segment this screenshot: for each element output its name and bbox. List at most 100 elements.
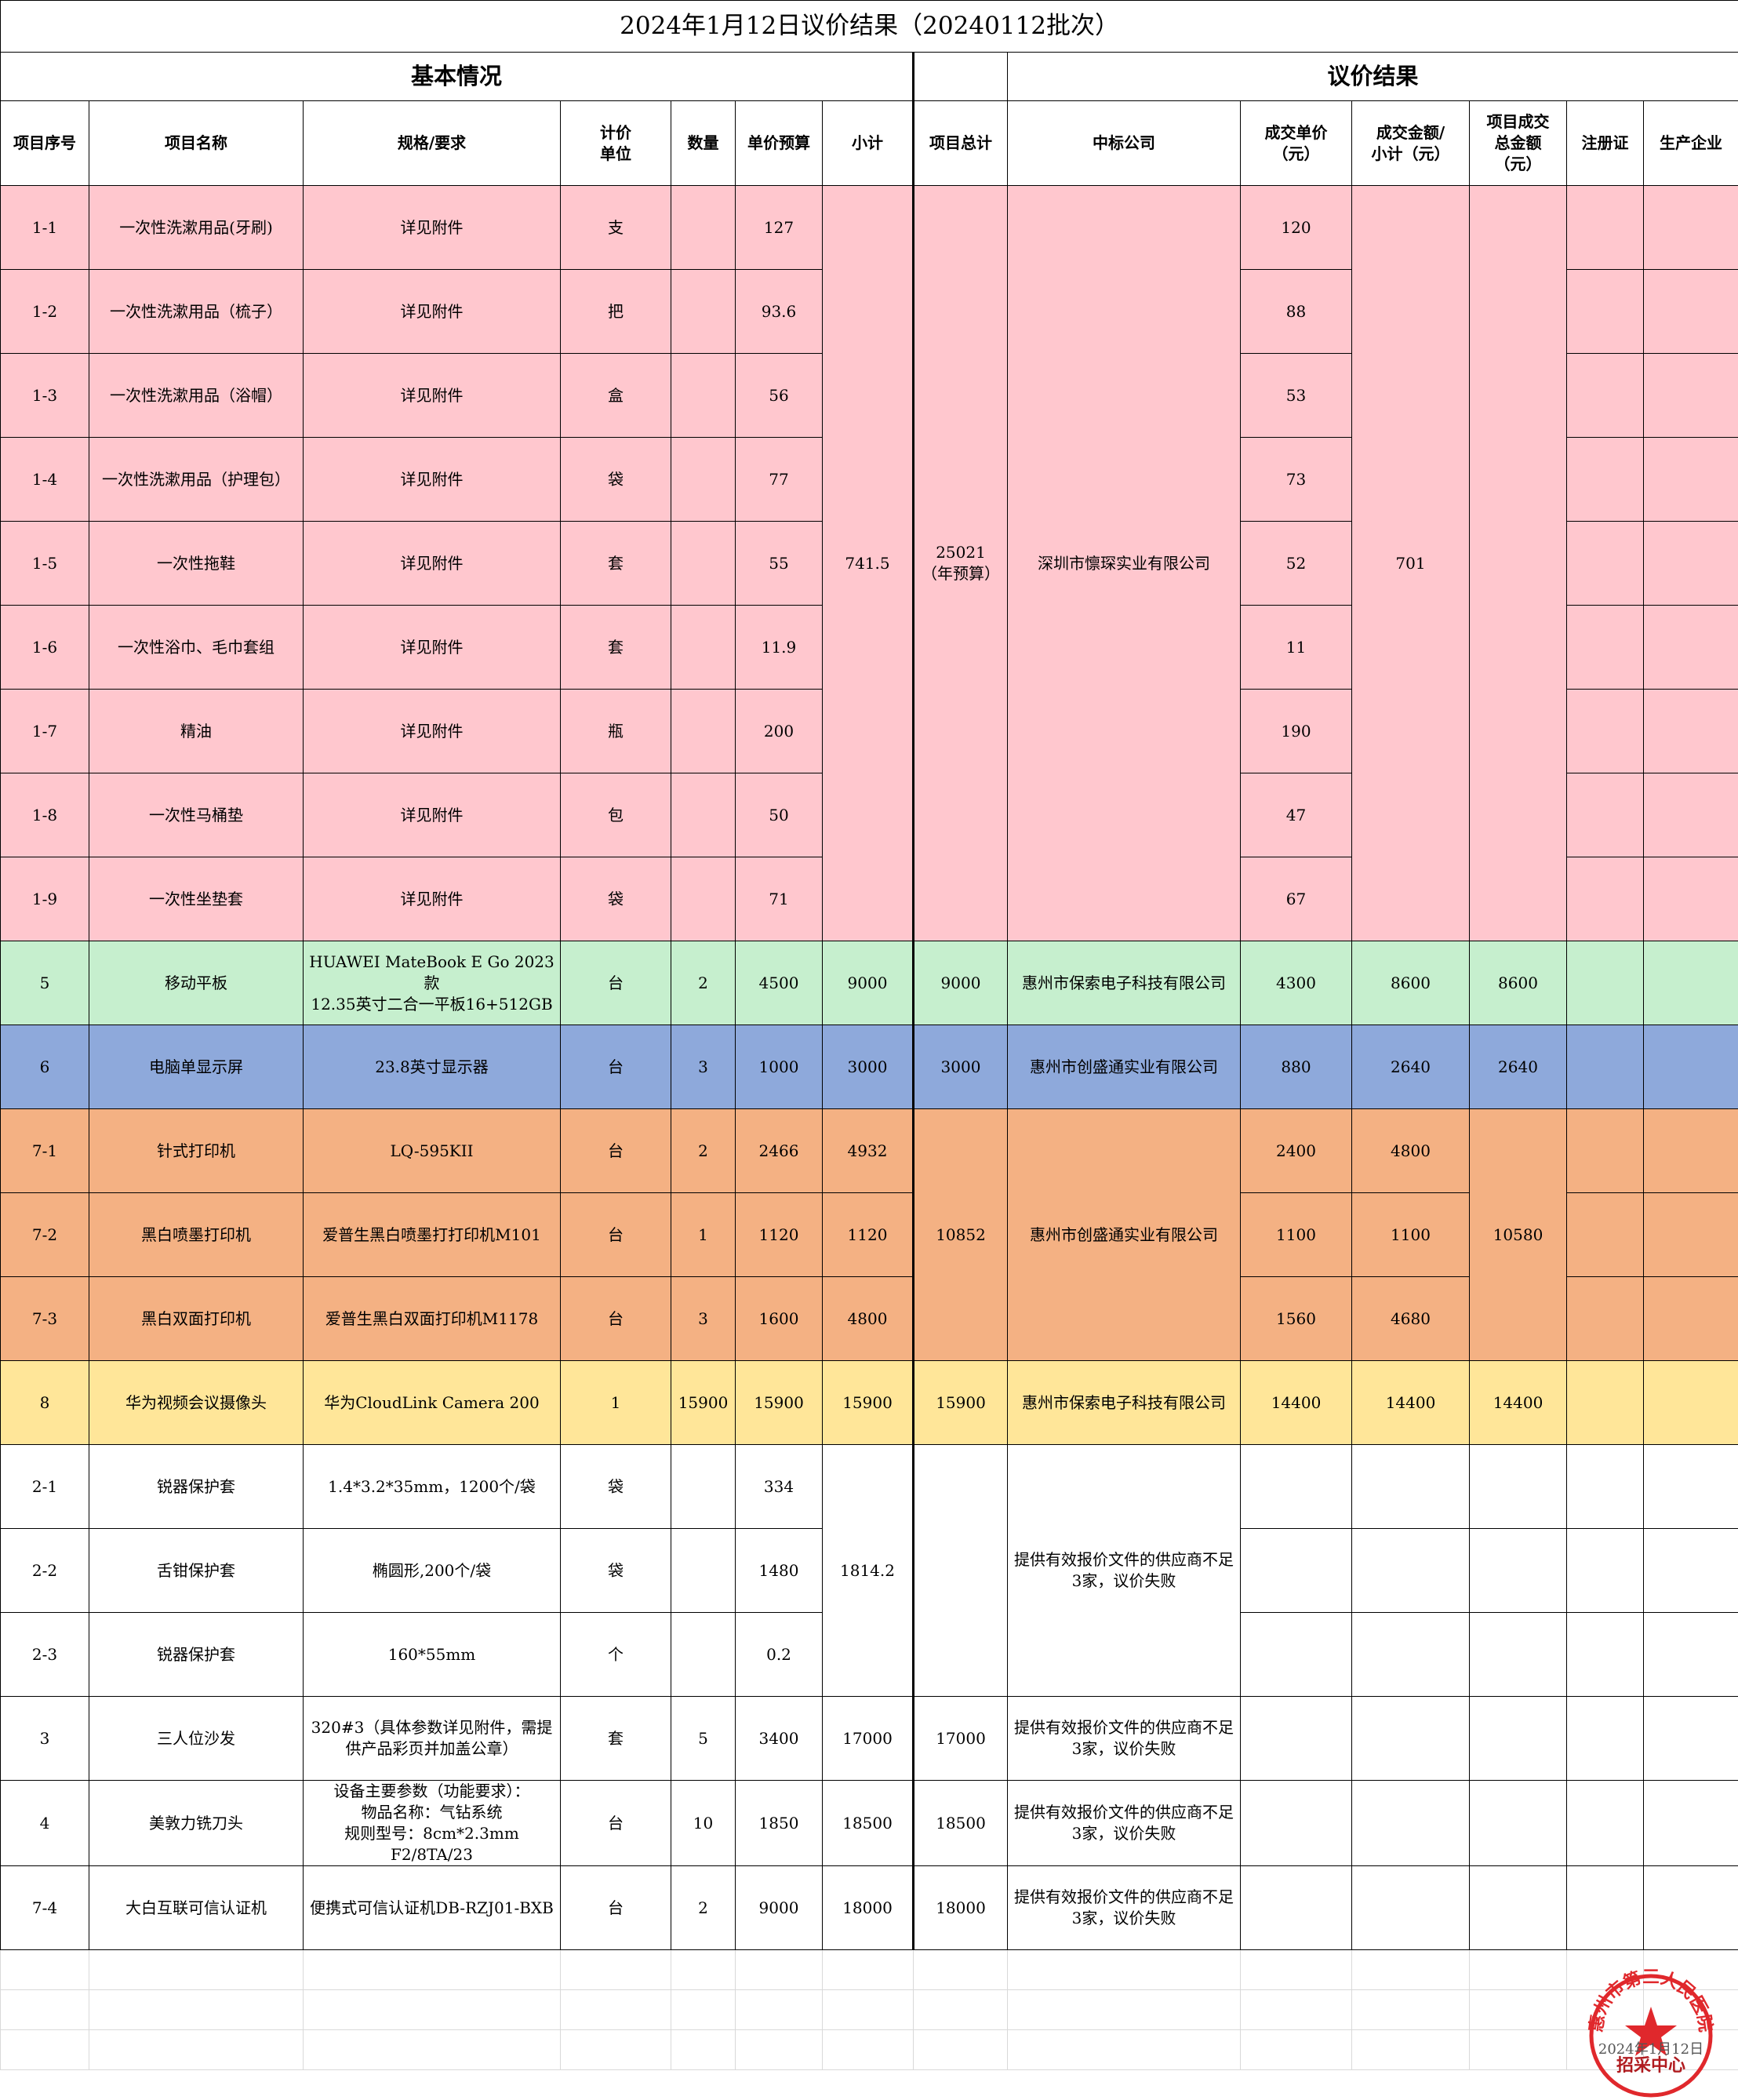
empty-cell xyxy=(1240,1444,1352,1529)
table-cell: 4800 xyxy=(822,1276,914,1361)
table-cell: 锐器保护套 xyxy=(89,1612,304,1697)
table-cell: 提供有效报价文件的供应商不足3家，议价失败 xyxy=(1007,1865,1241,1950)
table-cell: 67 xyxy=(1240,857,1352,941)
table-cell: 一次性坐垫套 xyxy=(89,857,304,941)
blank-row xyxy=(0,2029,1738,2070)
empty-cell xyxy=(671,269,736,354)
table-row: 1-2 一次性洗漱用品（梳子） 详见附件把 93.6 88 xyxy=(0,269,1738,354)
table-cell: 一次性洗漱用品（护理包） xyxy=(89,437,304,522)
table-cell: 127 xyxy=(735,185,823,270)
empty-cell xyxy=(1566,857,1644,941)
table-cell: 11 xyxy=(1240,605,1352,690)
empty-cell xyxy=(671,1612,736,1697)
table-cell: 1.4*3.2*35mm，1200个/袋 xyxy=(303,1444,561,1529)
table-cell: 台 xyxy=(560,1865,671,1950)
stamp-dept: 招采中心 xyxy=(1616,2055,1685,2076)
table-cell: 4800 xyxy=(1351,1108,1470,1193)
column-header: 数量 xyxy=(671,100,736,186)
table-cell: 台 xyxy=(560,1025,671,1109)
table-cell: 提供有效报价文件的供应商不足3家，议价失败 xyxy=(1007,1696,1241,1781)
table-cell: 1-7 xyxy=(0,689,89,773)
empty-cell xyxy=(671,773,736,857)
empty-cell xyxy=(1642,1025,1738,1109)
table-cell: 详见附件 xyxy=(303,521,561,606)
table-cell: 惠州市创盛通实业有限公司 xyxy=(1007,1025,1241,1109)
empty-cell xyxy=(1566,689,1644,773)
column-header: 成交单价 （元） xyxy=(1240,100,1352,186)
table-cell: 2466 xyxy=(735,1108,823,1193)
blank-row xyxy=(0,1949,1738,1990)
table-row: 2-2 舌钳保护套 椭圆形,200个/袋袋 1480 xyxy=(0,1528,1738,1613)
empty-cell xyxy=(822,1949,914,1990)
empty-cell xyxy=(1566,1865,1644,1950)
table-cell: 3 xyxy=(671,1025,736,1109)
table-cell: 334 xyxy=(735,1444,823,1529)
table-cell: 701 xyxy=(1351,185,1470,941)
table-cell: LQ-595KII xyxy=(303,1108,561,1193)
table-cell: 1-5 xyxy=(0,521,89,606)
table-cell: 套 xyxy=(560,1696,671,1781)
empty-cell xyxy=(1007,1989,1241,2030)
table-cell: 47 xyxy=(1240,773,1352,857)
table-row: 2-3 锐器保护套 160*55mm 个 0.2 xyxy=(0,1612,1738,1697)
table-cell: 120 xyxy=(1240,185,1352,270)
table-cell: 8600 xyxy=(1351,941,1470,1025)
empty-cell xyxy=(560,1989,671,2030)
table-cell: 2-1 xyxy=(0,1444,89,1529)
empty-cell xyxy=(1642,1108,1738,1193)
table-cell: 55 xyxy=(735,521,823,606)
table-cell: 18000 xyxy=(822,1865,914,1950)
empty-cell xyxy=(1566,1192,1644,1277)
empty-cell xyxy=(1240,1696,1352,1781)
table-cell: 5 xyxy=(0,941,89,1025)
table-cell: 190 xyxy=(1240,689,1352,773)
empty-cell xyxy=(1642,605,1738,690)
table-cell: 设备主要参数（功能要求）： 物品名称：气钻系统 规则型号：8cm*2.3mm F… xyxy=(303,1780,561,1866)
table-row: 1-7 精油 详见附件瓶 200 190 xyxy=(0,689,1738,773)
table-cell: 2 xyxy=(671,1108,736,1193)
empty-cell xyxy=(822,1989,914,2030)
empty-cell xyxy=(1566,1444,1644,1529)
table-cell: 2400 xyxy=(1240,1108,1352,1193)
table-cell: 17000 xyxy=(822,1696,914,1781)
empty-cell xyxy=(671,605,736,690)
table-cell: 提供有效报价文件的供应商不足3家，议价失败 xyxy=(1007,1780,1241,1866)
empty-cell xyxy=(1566,1360,1644,1445)
empty-cell xyxy=(913,2029,1008,2070)
table-cell: 袋 xyxy=(560,1528,671,1613)
table-cell: 一次性洗漱用品（梳子） xyxy=(89,269,304,354)
empty-cell xyxy=(0,1949,89,1990)
column-header: 生产企业 xyxy=(1642,100,1738,186)
table-row: 8 华为视频会议摄像头 华为CloudLink Camera 200 1 15900 15… xyxy=(0,1360,1738,1445)
empty-cell xyxy=(822,2029,914,2070)
table-row: 1-9 一次性坐垫套 详见附件袋 71 67 xyxy=(0,857,1738,941)
column-header: 计价 单位 xyxy=(560,100,671,186)
table-row: 2-1 锐器保护套 1.4*3.2*35mm，1200个/袋袋 334 1814.2 提供… xyxy=(0,1444,1738,1697)
table-cell: 详见附件 xyxy=(303,269,561,354)
table-row: 1-5 一次性拖鞋 详见附件套 55 52 xyxy=(0,521,1738,606)
empty-cell xyxy=(1351,1444,1470,1529)
empty-cell xyxy=(89,2029,304,2070)
table-cell: 把 xyxy=(560,269,671,354)
column-header: 中标公司 xyxy=(1007,100,1241,186)
table-cell: 一次性洗漱用品(牙刷) xyxy=(89,185,304,270)
table-cell: 椭圆形,200个/袋 xyxy=(303,1528,561,1613)
table-row: 7-2 黑白喷墨打印机 爱普生黑白喷墨打打印机M101 台 1 1120 1120 1100 1… xyxy=(0,1192,1738,1277)
table-cell: 9000 xyxy=(913,941,1008,1025)
empty-cell xyxy=(1566,941,1644,1025)
table-cell: 提供有效报价文件的供应商不足3家，议价失败 xyxy=(1007,1444,1241,1697)
column-header: 注册证 xyxy=(1566,100,1644,186)
table-cell: 详见附件 xyxy=(303,605,561,690)
empty-cell xyxy=(1566,185,1644,270)
table-cell: 套 xyxy=(560,521,671,606)
table-title: 2024年1月12日议价结果（20240112批次） xyxy=(0,0,1738,53)
table-cell: 200 xyxy=(735,689,823,773)
table-cell: 爱普生黑白喷墨打打印机M101 xyxy=(303,1192,561,1277)
table-cell: 一次性拖鞋 xyxy=(89,521,304,606)
table-cell: 8600 xyxy=(1469,941,1567,1025)
table-cell: 2-2 xyxy=(0,1528,89,1613)
empty-cell xyxy=(1007,2029,1241,2070)
table-cell: 52 xyxy=(1240,521,1352,606)
empty-cell xyxy=(1566,2029,1644,2070)
